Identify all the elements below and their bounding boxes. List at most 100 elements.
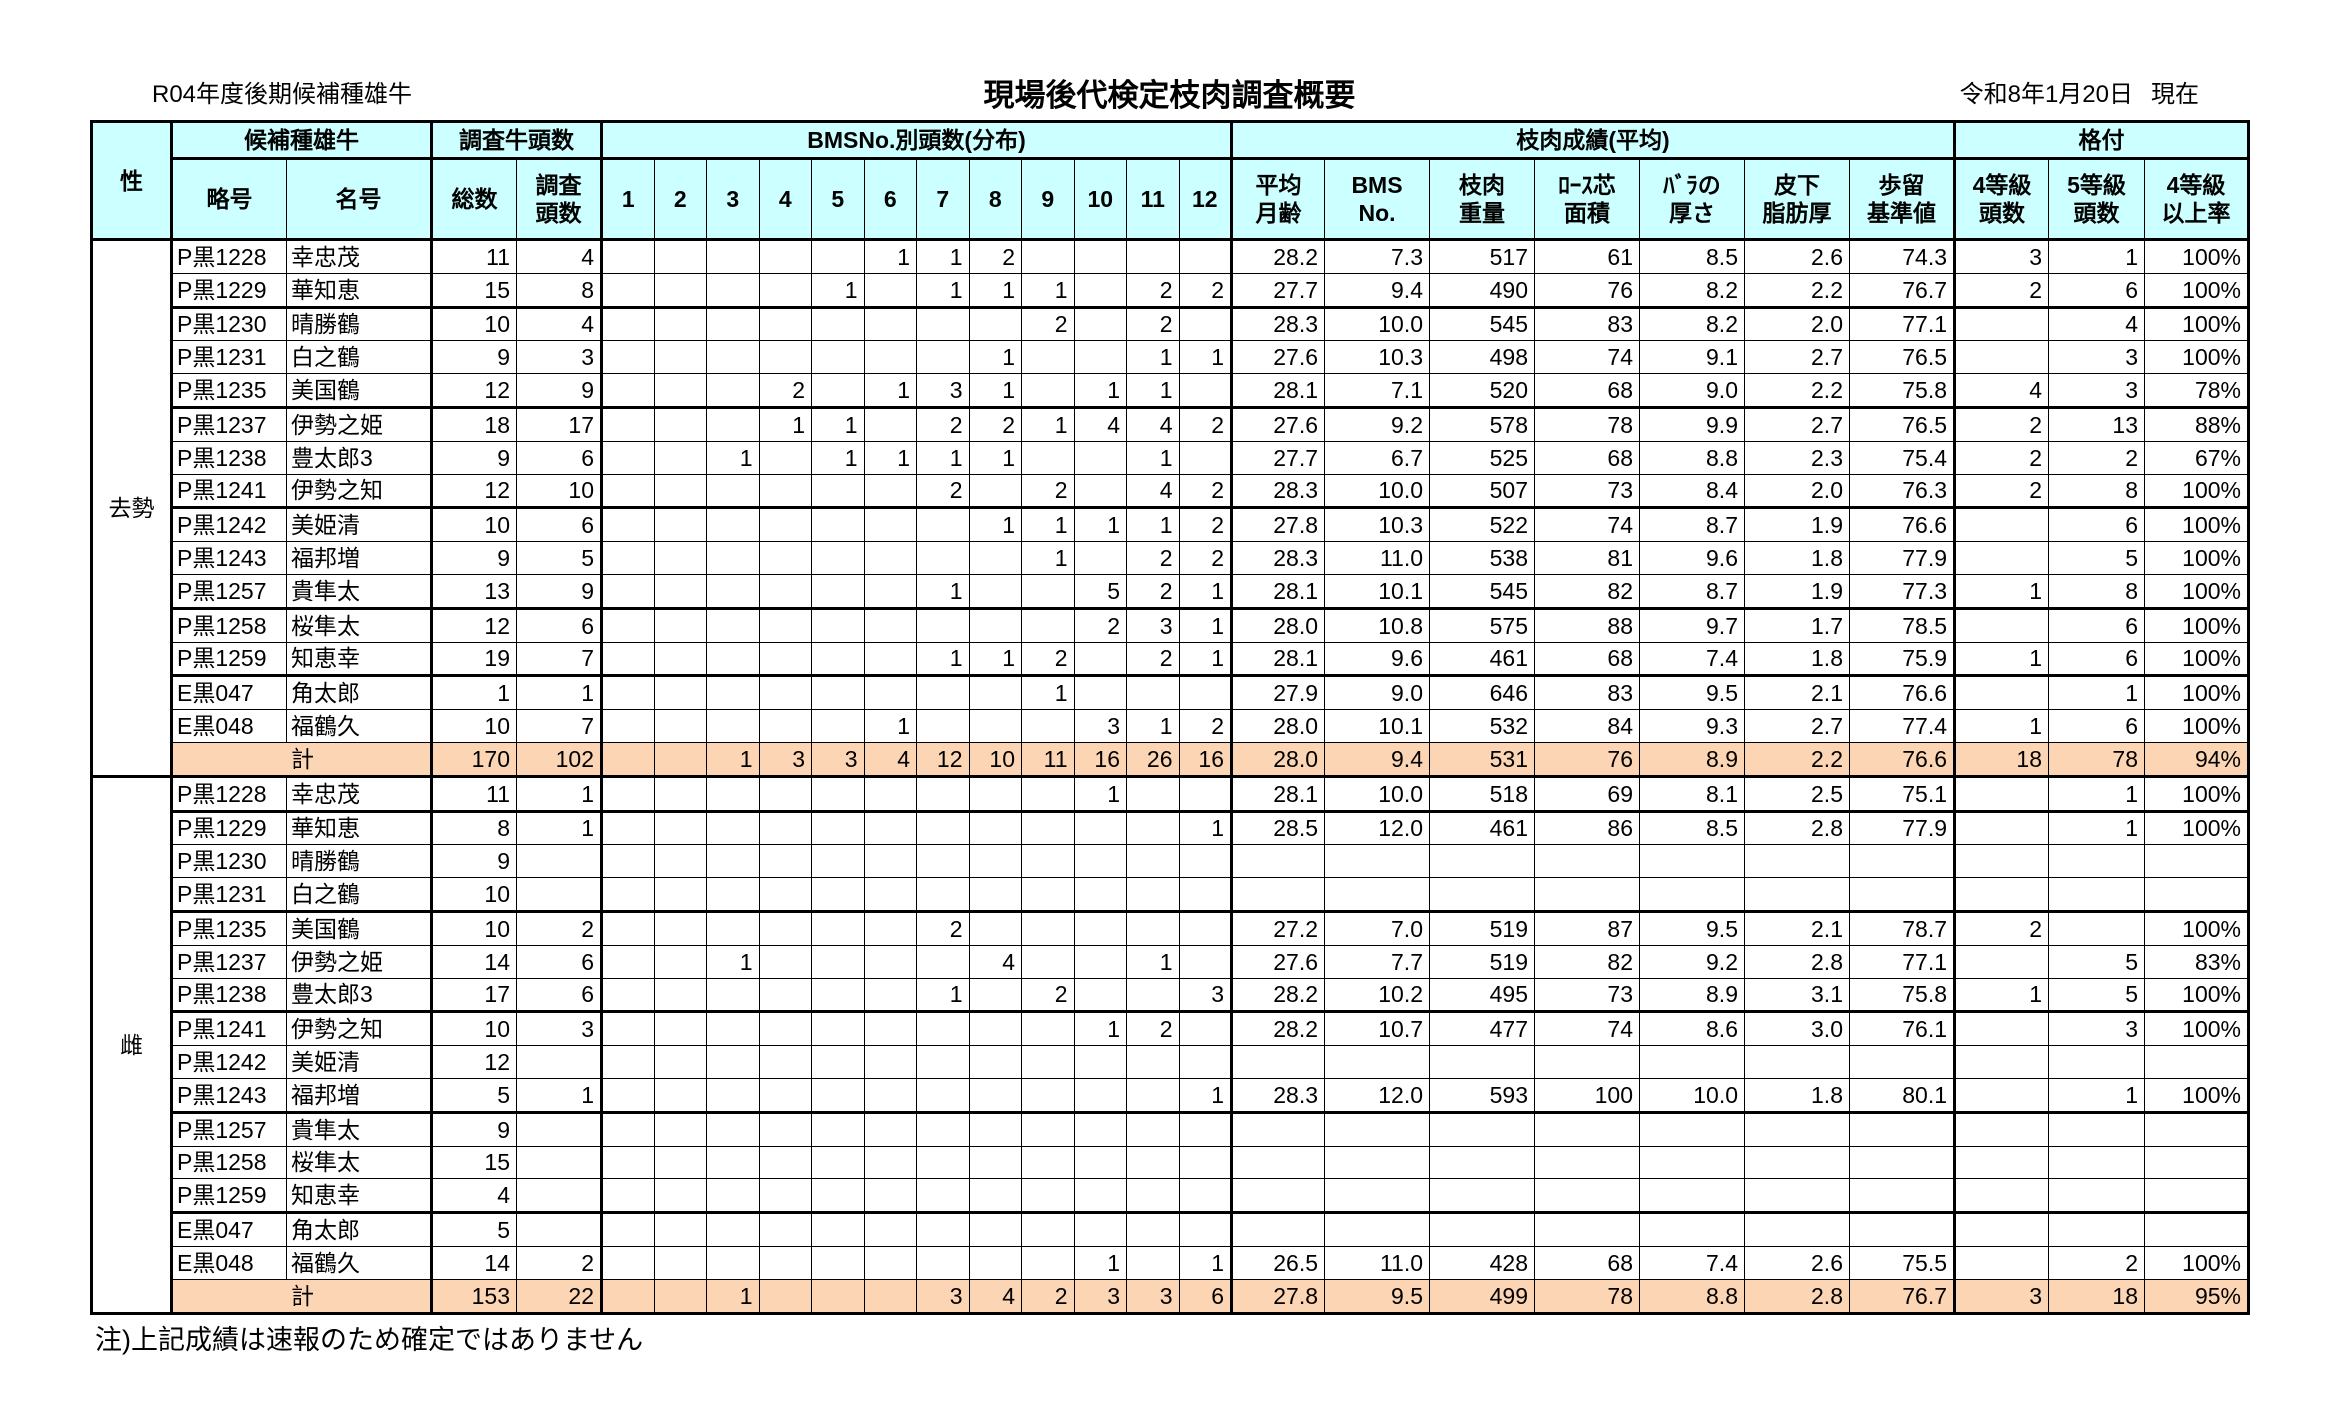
cell-value — [1849, 844, 1956, 879]
header-grading: 格付 — [1954, 121, 2249, 160]
total-value: 3 — [916, 1278, 970, 1315]
cell-value — [1021, 340, 1075, 375]
cell-value — [1639, 877, 1745, 913]
cell-value: 2 — [916, 910, 970, 946]
cell-value: 1.8 — [1744, 541, 1850, 575]
cell-value — [1073, 944, 1127, 979]
cell-value — [1954, 844, 2049, 879]
cell-value — [916, 1178, 970, 1215]
header-bms-distribution: BMSNo.別頭数(分布) — [601, 121, 1233, 160]
cell-value — [1021, 810, 1075, 846]
cell-value — [758, 1045, 812, 1079]
cell-value: 4 — [1126, 473, 1180, 510]
header-col-24: 4等級 頭数 — [1954, 158, 2049, 241]
cell-value: 507 — [1429, 473, 1535, 510]
sex-label: 去勢 — [91, 239, 173, 778]
cell-value: 2 — [968, 406, 1022, 442]
table-row: P黒1259 知恵幸 4 — [92, 1178, 2249, 1215]
cell-value — [1073, 1212, 1127, 1247]
cell-value: 8.4 — [1639, 473, 1745, 510]
cell-value: 5 — [516, 541, 603, 575]
cell-value — [1126, 844, 1180, 879]
cell-value: 7 — [516, 641, 603, 678]
cell-value — [758, 675, 812, 711]
cell-value: 11.0 — [1324, 1245, 1430, 1280]
table-row: P黒1241 伊勢之知 12 10 2 2 4 2 28.3 10.0 507 73 8.4 2.0 76.… — [92, 473, 2249, 510]
header-carcass-results: 枝肉成績(平均) — [1231, 121, 1956, 160]
cell-value — [2048, 1178, 2145, 1215]
cell-value: 1 — [2048, 775, 2145, 813]
cell-value: 77.3 — [1849, 573, 1956, 610]
total-label: 計 — [171, 1278, 433, 1315]
page-title: 現場後代検定枝肉調査概要 — [983, 78, 1356, 113]
cell-value: 84 — [1534, 709, 1640, 743]
cell-value: 2 — [1954, 473, 2049, 510]
cell-value: 2.7 — [1744, 340, 1850, 375]
cell-value — [811, 1077, 865, 1114]
cell-value — [653, 473, 707, 510]
cell-value — [758, 1077, 812, 1114]
cell-value — [1178, 1212, 1233, 1247]
cell-value — [1178, 944, 1233, 979]
total-value: 6 — [1178, 1278, 1233, 1315]
cell-value: 100% — [2144, 239, 2249, 274]
cell-value — [1178, 306, 1233, 342]
bull-code: P黒1230 — [171, 844, 287, 879]
cell-value: 9.9 — [1639, 406, 1745, 442]
cell-value: 1 — [1126, 507, 1180, 543]
cell-value: 7.4 — [1639, 641, 1745, 678]
cell-value — [1744, 1178, 1850, 1215]
cell-value: 2.1 — [1744, 675, 1850, 711]
cell-value — [811, 775, 865, 813]
cell-value — [601, 507, 655, 543]
cell-value: 88% — [2144, 406, 2249, 442]
cell-value — [706, 473, 760, 510]
cell-value — [601, 1111, 655, 1147]
cell-value — [1534, 877, 1640, 913]
total-value: 95% — [2144, 1278, 2249, 1315]
total-value: 531 — [1429, 741, 1535, 778]
header-col-5: 1 — [601, 158, 655, 241]
cell-value — [811, 1212, 865, 1247]
cell-value: 545 — [1429, 573, 1535, 610]
cell-value: 3.0 — [1744, 1011, 1850, 1047]
cell-value — [1021, 775, 1075, 813]
cell-value — [758, 641, 812, 678]
cell-value — [706, 573, 760, 610]
bull-code: P黒1231 — [171, 877, 287, 913]
header-col-4: 調査 頭数 — [516, 158, 603, 241]
cell-value — [968, 1212, 1022, 1247]
cell-value: 9.1 — [1639, 340, 1745, 375]
cell-value — [1429, 877, 1535, 913]
cell-value — [601, 977, 655, 1014]
table-row: P黒1237 伊勢之姫 14 6 1 4 1 27.6 7.7 519 82 9.2 2.8 77.1 5 8… — [92, 944, 2249, 979]
cell-value: 5 — [1073, 573, 1127, 610]
cell-value: 75.1 — [1849, 775, 1956, 813]
cell-value: 77.9 — [1849, 541, 1956, 575]
table-row: P黒1258 桜隼太 15 — [92, 1145, 2249, 1180]
bull-code: P黒1237 — [171, 406, 287, 442]
cell-value: 2.7 — [1744, 709, 1850, 743]
cell-value: 76.1 — [1849, 1011, 1956, 1047]
total-value: 78 — [2048, 741, 2145, 778]
cell-value — [1744, 1045, 1850, 1079]
bull-name: 角太郎 — [286, 1212, 433, 1247]
cell-value: 9.4 — [1324, 272, 1430, 309]
cell-value — [863, 1245, 917, 1280]
cell-value: 15 — [431, 272, 517, 309]
bull-name: 福鶴久 — [286, 709, 433, 743]
cell-value — [1126, 1245, 1180, 1280]
cell-value: 100% — [2144, 641, 2249, 678]
total-value: 170 — [431, 741, 517, 778]
cell-value — [758, 877, 812, 913]
cell-value — [653, 977, 707, 1014]
header-col-11: 7 — [916, 158, 970, 241]
cell-value: 7 — [516, 709, 603, 743]
cell-value — [653, 607, 707, 643]
cell-value — [2144, 1178, 2249, 1215]
cell-value: 9.0 — [1324, 675, 1430, 711]
bull-code: P黒1228 — [171, 239, 287, 274]
cell-value: 18 — [431, 406, 517, 442]
cell-value — [1178, 1045, 1233, 1079]
cell-value — [706, 1011, 760, 1047]
